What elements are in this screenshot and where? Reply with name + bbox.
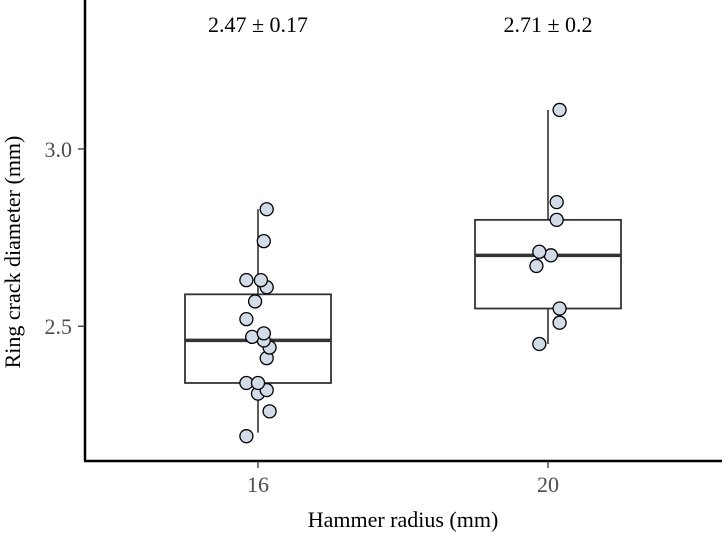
data-point bbox=[256, 326, 271, 341]
data-point bbox=[256, 233, 271, 249]
data-point bbox=[532, 244, 547, 259]
y-tick-label: 3.0 bbox=[45, 137, 73, 162]
x-tick-label: 16 bbox=[247, 472, 269, 497]
data-point bbox=[552, 301, 567, 316]
data-point bbox=[250, 375, 266, 391]
plot-area: 2.47 ± 0.17 2.71 ± 0.2 bbox=[184, 12, 622, 444]
data-point bbox=[247, 294, 263, 309]
data-point bbox=[253, 272, 269, 288]
data-point bbox=[239, 272, 254, 288]
group-annotation: 2.47 ± 0.17 bbox=[208, 12, 308, 37]
data-point bbox=[532, 336, 547, 352]
x-tick-label: 20 bbox=[537, 472, 559, 497]
axis-ticks: 2.5 3.0 16 20 bbox=[45, 137, 560, 497]
data-point bbox=[552, 102, 567, 118]
data-point bbox=[262, 404, 277, 419]
y-tick-label: 2.5 bbox=[45, 314, 73, 339]
x-axis-title: Hammer radius (mm) bbox=[308, 507, 499, 532]
data-point bbox=[239, 312, 254, 327]
data-point bbox=[549, 194, 564, 210]
data-point bbox=[239, 429, 254, 444]
y-axis-title: Ring crack diameter (mm) bbox=[0, 136, 25, 369]
data-point bbox=[552, 315, 567, 330]
box bbox=[474, 218, 622, 310]
group-annotation: 2.71 ± 0.2 bbox=[503, 12, 592, 37]
data-point bbox=[529, 258, 544, 274]
data-point bbox=[549, 212, 564, 228]
data-point bbox=[259, 202, 274, 217]
